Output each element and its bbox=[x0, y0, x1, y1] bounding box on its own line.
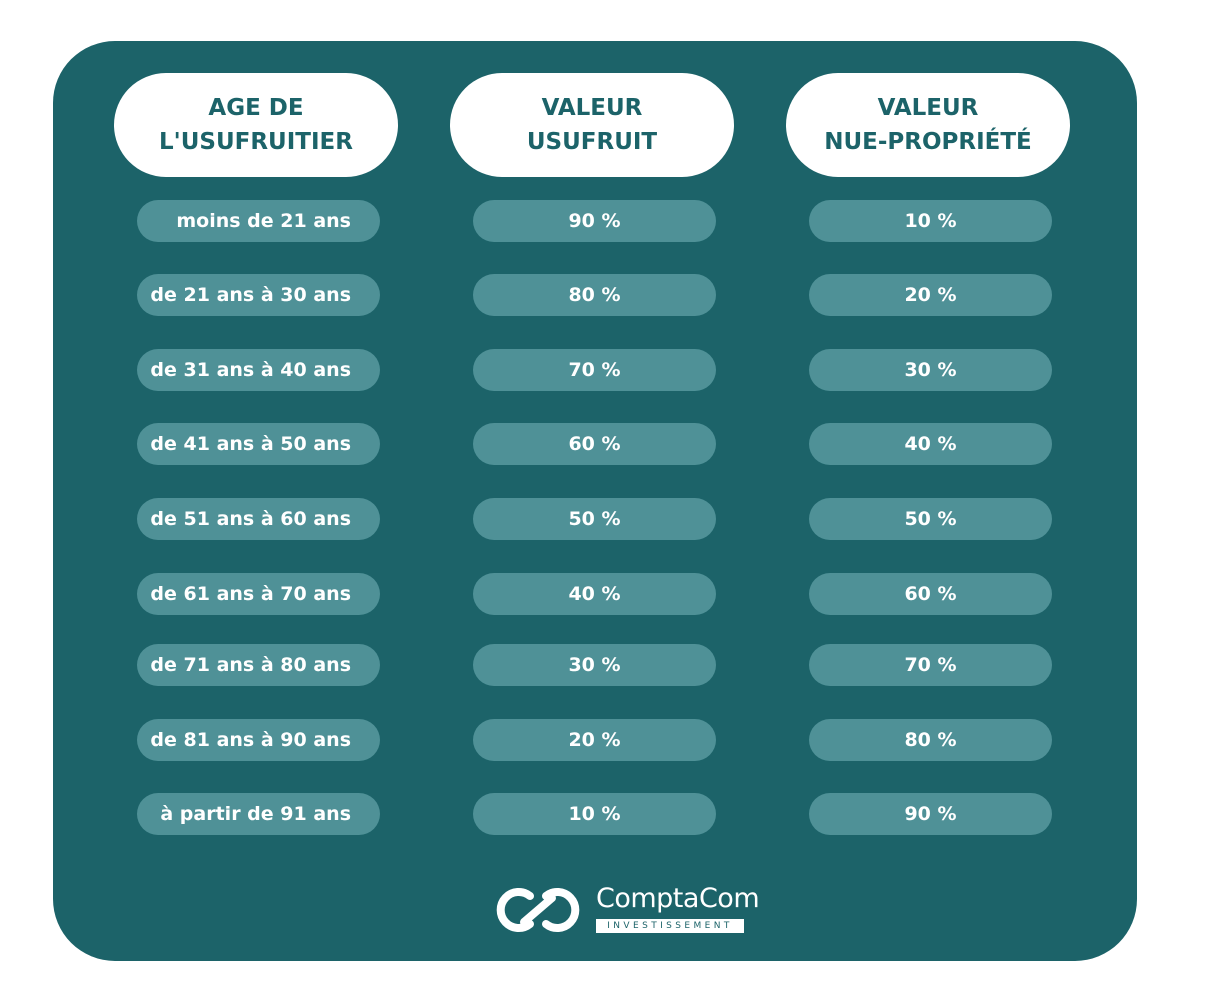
usufruit-cell: 70 % bbox=[473, 349, 716, 391]
age-cell: de 21 ans à 30 ans bbox=[137, 274, 380, 316]
age-cell: de 61 ans à 70 ans bbox=[137, 573, 380, 615]
nue-propriete-cell: 40 % bbox=[809, 423, 1052, 465]
header-age-line1: AGE DE bbox=[208, 95, 304, 121]
age-cell: de 51 ans à 60 ans bbox=[137, 498, 380, 540]
nue-propriete-cell: 10 % bbox=[809, 200, 1052, 242]
header-nue-line1: VALEUR bbox=[877, 95, 979, 121]
nue-propriete-cell: 60 % bbox=[809, 573, 1052, 615]
nue-propriete-cell: 80 % bbox=[809, 719, 1052, 761]
logo-tagline: INVESTISSEMENT bbox=[596, 919, 744, 933]
nue-propriete-cell: 90 % bbox=[809, 793, 1052, 835]
header-nue-line2: NUE-PROPRIÉTÉ bbox=[824, 129, 1032, 155]
header-age: AGE DE L'USUFRUITIER bbox=[114, 73, 398, 177]
age-cell: à partir de 91 ans bbox=[137, 793, 380, 835]
usufruit-cell: 90 % bbox=[473, 200, 716, 242]
header-usufruit: VALEUR USUFRUIT bbox=[450, 73, 734, 177]
nue-propriete-cell: 50 % bbox=[809, 498, 1052, 540]
age-cell: moins de 21 ans bbox=[137, 200, 380, 242]
usufruit-cell: 50 % bbox=[473, 498, 716, 540]
header-age-line2: L'USUFRUITIER bbox=[159, 129, 353, 155]
nue-propriete-cell: 20 % bbox=[809, 274, 1052, 316]
nue-propriete-cell: 30 % bbox=[809, 349, 1052, 391]
usufruit-cell: 30 % bbox=[473, 644, 716, 686]
age-cell: de 41 ans à 50 ans bbox=[137, 423, 380, 465]
age-cell: de 71 ans à 80 ans bbox=[137, 644, 380, 686]
age-cell: de 31 ans à 40 ans bbox=[137, 349, 380, 391]
header-usufruit-line2: USUFRUIT bbox=[526, 129, 658, 155]
header-usufruit-line1: VALEUR bbox=[541, 95, 643, 121]
usufruit-cell: 80 % bbox=[473, 274, 716, 316]
logo-name: ComptaCom bbox=[596, 883, 760, 914]
header-nue-propriete: VALEUR NUE-PROPRIÉTÉ bbox=[786, 73, 1070, 177]
usufruit-cell: 40 % bbox=[473, 573, 716, 615]
usufruit-cell: 60 % bbox=[473, 423, 716, 465]
comptacom-logo: ComptaCom INVESTISSEMENT bbox=[490, 881, 760, 941]
usufruit-cell: 20 % bbox=[473, 719, 716, 761]
infinity-link-icon bbox=[496, 888, 580, 932]
usufruit-cell: 10 % bbox=[473, 793, 716, 835]
age-cell: de 81 ans à 90 ans bbox=[137, 719, 380, 761]
nue-propriete-cell: 70 % bbox=[809, 644, 1052, 686]
usufruit-table-card: AGE DE L'USUFRUITIER VALEUR USUFRUIT VAL… bbox=[53, 41, 1137, 961]
